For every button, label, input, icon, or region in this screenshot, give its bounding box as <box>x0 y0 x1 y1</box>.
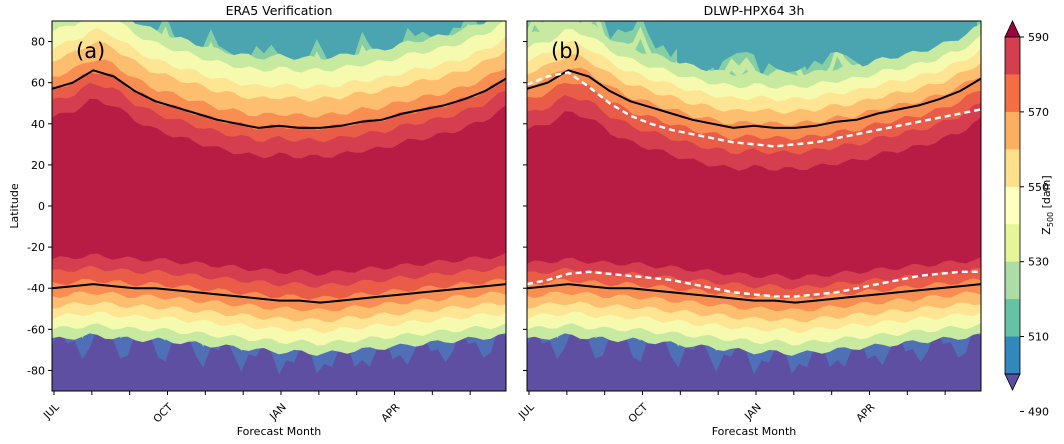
y-tick-label: 40 <box>31 118 45 131</box>
colorbar-band <box>1005 261 1020 300</box>
x-tick-label: OCT <box>626 401 650 425</box>
contour-lines-a <box>52 69 506 304</box>
y-tick-label: -40 <box>27 282 45 295</box>
colorbar-label-sub: 500 <box>1046 212 1055 227</box>
x-tick-label: APR <box>854 401 877 424</box>
colorbar-label-unit: [dam] <box>1040 175 1053 212</box>
x-axis-b: JUL OCT JAN APR <box>516 391 946 425</box>
colorbar-band <box>1005 74 1020 113</box>
y-tick-label: 0 <box>38 200 45 213</box>
colorbar-tick-label: 530 <box>1028 256 1049 269</box>
z500-level-band <box>52 98 506 276</box>
black-contour-north <box>52 69 506 129</box>
colorbar-tick-label: 510 <box>1028 331 1049 344</box>
y-axis-a: -80 -60 -40 -20 0 20 40 60 80 <box>27 36 52 377</box>
y-tick-label: -60 <box>27 323 45 336</box>
black-contour-north <box>527 69 981 129</box>
x-axis-label-a: Forecast Month <box>237 425 322 438</box>
y-axis-label: Latitude <box>8 183 21 229</box>
chart-title-a: ERA5 Verification <box>226 3 333 18</box>
contour-field-a <box>52 21 506 391</box>
colorbar-band <box>1005 224 1020 263</box>
chart-title-b: DLWP-HPX64 3h <box>704 3 805 18</box>
x-tick-label: JUL <box>41 401 62 422</box>
colorbar-bands <box>1004 20 1021 391</box>
x-tick-label: OCT <box>151 401 175 425</box>
white-dashed-contour-north <box>527 71 981 148</box>
colorbar-label: Z500 [dam] <box>1040 175 1055 234</box>
y-axis-b <box>523 41 527 371</box>
contour-field-b <box>527 21 981 391</box>
x-axis-label-b: Forecast Month <box>712 425 797 438</box>
colorbar: 590 570 550 530 510 490 Z500 [dam] <box>1004 20 1055 418</box>
colorbar-band <box>1005 186 1020 225</box>
x-tick-label: JAN <box>267 401 289 423</box>
x-tick-label: APR <box>379 401 402 424</box>
colorbar-extend-max <box>1004 20 1021 38</box>
y-tick-label: 80 <box>31 36 45 49</box>
black-contour-south <box>52 283 506 304</box>
colorbar-band <box>1005 37 1020 75</box>
x-tick-label: JUL <box>516 401 537 422</box>
colorbar-frame <box>1004 36 1021 375</box>
x-tick-label: JAN <box>742 401 764 423</box>
colorbar-band <box>1005 336 1020 375</box>
colorbar-ticks: 590 570 550 530 510 490 <box>1020 31 1049 418</box>
z500-level-band <box>527 111 981 280</box>
colorbar-label-main: Z <box>1040 227 1053 235</box>
y-tick-label: 60 <box>31 77 45 90</box>
colorbar-band <box>1005 299 1020 338</box>
y-tick-label: 20 <box>31 159 45 172</box>
south-polar-band <box>52 327 506 391</box>
panel-label-a: (a) <box>76 39 105 63</box>
colorbar-tick-label: 570 <box>1028 106 1049 119</box>
colorbar-band <box>1005 149 1020 188</box>
panel-label-b: (b) <box>551 39 581 63</box>
white-dashed-contour-south <box>527 270 981 298</box>
panel-b: DLWP-HPX64 3h (b) JUL OCT JAN APR Forecast … <box>516 3 982 438</box>
colorbar-tick-label: 590 <box>1028 31 1049 44</box>
panel-a: ERA5 Verification (a) -80 -60 -40 -20 0 20 40 6… <box>8 3 507 438</box>
colorbar-tick-label: 550 <box>1028 181 1049 194</box>
colorbar-extend-min <box>1004 373 1021 391</box>
colorbar-tick-label: 490 <box>1028 405 1049 418</box>
colorbar-band <box>1005 111 1020 150</box>
black-contour-south <box>527 283 981 304</box>
south-polar-band <box>527 327 981 391</box>
x-axis-a: JUL OCT JAN APR <box>41 391 471 425</box>
y-tick-label: -20 <box>27 241 45 254</box>
contour-lines-b <box>527 69 981 304</box>
y-tick-label: -80 <box>27 364 45 377</box>
